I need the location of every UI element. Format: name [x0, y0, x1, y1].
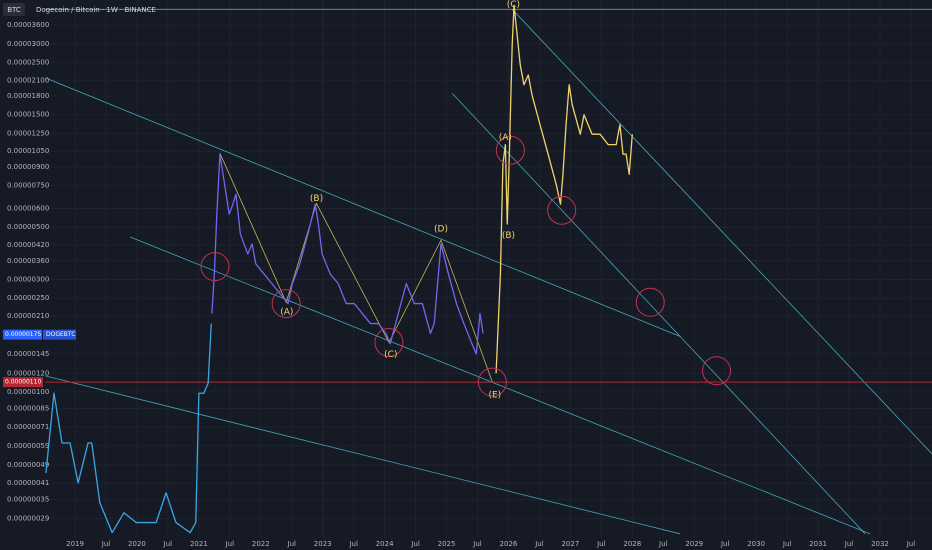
target-circle — [374, 328, 404, 358]
y-tick-label: 0.00000145 — [7, 350, 49, 358]
x-tick-label: Jul — [163, 540, 173, 548]
plot: 0.00003600 0.00003000 0.00002500 0.00002100… — [7, 0, 932, 548]
wave-label: (D) — [434, 225, 448, 235]
y-tick-label: 0.00000420 — [7, 241, 49, 249]
y-tick-label: 0.00001050 — [7, 147, 49, 155]
y-tick-label: 0.00003000 — [7, 40, 49, 48]
x-tick-label: 2032 — [871, 540, 889, 548]
x-tick-label: 2019 — [66, 540, 84, 548]
x-tick-label: 2021 — [190, 540, 208, 548]
y-tick-label: 0.00000900 — [7, 163, 49, 171]
x-tick-label: Jul — [472, 540, 482, 548]
x-tick-label: 2025 — [438, 540, 456, 548]
trendline — [511, 9, 932, 455]
target-circle — [200, 252, 230, 282]
y-tick-label: 0.00000360 — [7, 257, 49, 265]
y-tick-label: 0.00000085 — [7, 405, 49, 413]
chart-title: Dogecoin / Bitcoin · 1W · BINANCE — [36, 6, 156, 14]
price-tag — [3, 329, 42, 340]
y-tick-label: 0.00001250 — [7, 129, 49, 137]
price-line-series — [495, 4, 633, 374]
x-tick-label: 2027 — [561, 540, 579, 548]
y-tick-label: 0.00000210 — [7, 312, 49, 320]
symbol-tag — [43, 329, 76, 340]
y-tick-label: 0.00000120 — [7, 369, 49, 377]
wave-label: (C) — [384, 350, 397, 360]
x-tick-label: 2031 — [809, 540, 827, 548]
symbol-tag-label: DOGEBTC — [46, 331, 75, 338]
y-tick-label: 0.00000035 — [7, 495, 49, 503]
y-tick-label: 0.00000071 — [7, 423, 49, 431]
target-circle — [635, 287, 665, 317]
y-tick-label: 0.00000059 — [7, 442, 49, 450]
y-tick-label: 0.00001800 — [7, 92, 49, 100]
wave-label: (A) — [280, 308, 293, 318]
y-tick-label: 0.00000750 — [7, 182, 49, 190]
target-circle — [702, 356, 732, 386]
x-tick-label: 2030 — [747, 540, 765, 548]
x-tick-label: 2022 — [252, 540, 270, 548]
y-tick-label: 0.00000041 — [7, 479, 49, 487]
y-tick-label: 0.00002500 — [7, 58, 49, 66]
x-tick-label: Jul — [287, 540, 297, 548]
wave-label: (C) — [507, 0, 520, 10]
x-tick-label: 2020 — [128, 540, 146, 548]
x-tick-label: Jul — [410, 540, 420, 548]
price-line-series — [211, 153, 484, 355]
y-tick-label: 0.00000600 — [7, 205, 49, 213]
x-tick-label: Jul — [534, 540, 544, 548]
y-tick-label: 0.00000029 — [7, 515, 49, 523]
x-tick-label: Jul — [906, 540, 916, 548]
wave-label: (E) — [488, 391, 501, 401]
target-circle — [547, 195, 577, 225]
wave-line — [219, 153, 493, 383]
trendline — [45, 375, 681, 535]
y-tick-label: 0.00000300 — [7, 275, 49, 283]
x-tick-label: 2028 — [623, 540, 641, 548]
target-circle — [271, 289, 301, 319]
trendline — [45, 77, 681, 337]
x-tick-label: 2029 — [685, 540, 703, 548]
x-tick-label: Jul — [782, 540, 792, 548]
x-tick-label: Jul — [596, 540, 606, 548]
x-tick-label: 2026 — [500, 540, 518, 548]
currency-box[interactable] — [3, 3, 25, 16]
y-tick-label: 0.00002100 — [7, 76, 49, 84]
y-tick-label: 0.00003600 — [7, 21, 49, 29]
price-tag-label: 0.00000175 — [5, 331, 41, 338]
currency-tag: BTC — [7, 6, 21, 14]
x-tick-label: 2024 — [376, 540, 394, 548]
x-tick-label: Jul — [348, 540, 358, 548]
wave-label: (B) — [502, 231, 515, 241]
price-tag — [3, 377, 43, 388]
x-tick-label: Jul — [225, 540, 235, 548]
target-circle — [495, 135, 525, 165]
price-tag-label: 0.00000110 — [5, 379, 41, 386]
trendline — [129, 236, 871, 535]
y-tick-label: 0.00000049 — [7, 461, 49, 469]
target-circle — [477, 367, 507, 397]
price-line-series — [45, 323, 212, 534]
x-tick-label: Jul — [720, 540, 730, 548]
x-tick-label: 2023 — [314, 540, 332, 548]
x-tick-label: Jul — [844, 540, 854, 548]
x-tick-label: Jul — [101, 540, 111, 548]
y-tick-label: 0.00000100 — [7, 388, 49, 396]
x-tick-label: Jul — [658, 540, 668, 548]
y-tick-label: 0.00001500 — [7, 111, 49, 119]
y-tick-label: 0.00000250 — [7, 294, 49, 302]
wave-label: (A) — [499, 133, 512, 143]
y-tick-label: 0.00000500 — [7, 223, 49, 231]
wave-label: (B) — [310, 194, 323, 204]
